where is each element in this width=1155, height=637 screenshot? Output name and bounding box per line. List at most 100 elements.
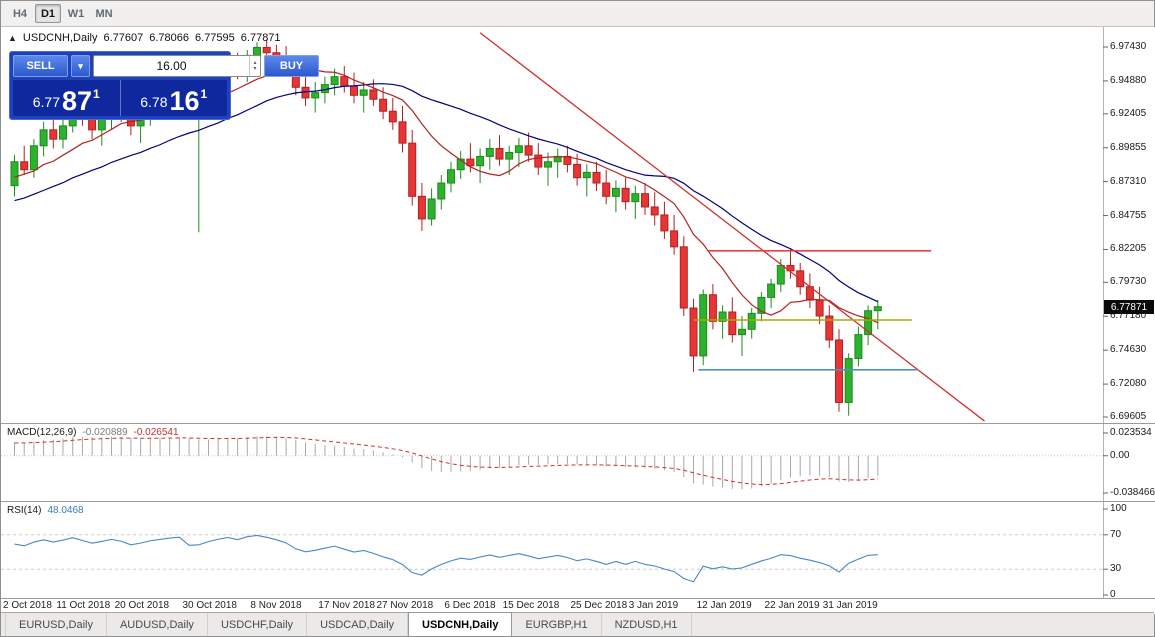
candle-body <box>330 76 339 86</box>
candle-body <box>786 264 795 272</box>
candle-body <box>505 151 514 160</box>
candle-body <box>582 171 591 179</box>
ohlc-close: 6.77871 <box>240 32 281 44</box>
candle-body <box>29 145 38 171</box>
candle-body <box>20 161 29 171</box>
candle-body <box>476 155 485 167</box>
candle-body <box>679 246 688 309</box>
chevron-down-icon: ▾ <box>78 60 83 71</box>
rsi-line <box>14 534 878 583</box>
candle-body <box>573 163 582 179</box>
ma-slow-line <box>14 83 879 303</box>
candle-body <box>815 299 824 317</box>
candle-body <box>417 195 426 220</box>
candle-body <box>670 230 679 248</box>
candle-body <box>728 311 737 336</box>
candle-body <box>747 312 756 330</box>
candle-body <box>650 206 659 216</box>
candle-body <box>738 328 746 336</box>
candle-body <box>427 198 436 220</box>
candle-body <box>262 46 271 54</box>
macd-main-value: -0.020889 <box>82 427 128 438</box>
volume-spinner[interactable]: ▴ ▾ <box>249 56 260 76</box>
volume-input[interactable] <box>94 56 249 76</box>
candle-body <box>408 142 417 197</box>
candle-body <box>592 171 601 184</box>
candle-body <box>689 307 698 357</box>
spinner-up-icon: ▴ <box>253 60 257 66</box>
candle-body <box>447 169 455 184</box>
candle-body <box>350 85 358 96</box>
timeframe-button-w1[interactable]: W1 <box>67 7 85 20</box>
candle-body <box>825 315 834 341</box>
macd-label: MACD(12,26,9) -0.020889 -0.026541 <box>7 427 179 438</box>
sell-price-big: 87 <box>62 86 93 117</box>
rsi-value: 48.0468 <box>47 505 84 516</box>
sell-button[interactable]: SELL <box>13 55 68 77</box>
candle-body <box>49 129 58 140</box>
candle-body <box>844 358 853 403</box>
timeframe-button-mn[interactable]: MN <box>95 7 113 20</box>
trade-options-dropdown[interactable]: ▾ <box>71 55 90 77</box>
chart-tabbar: EURUSD,Daily AUDUSD,Daily USDCHF,Daily USDC… <box>1 612 1154 636</box>
candle-body <box>340 76 349 87</box>
timeframe-button-h4[interactable]: H4 <box>12 7 28 20</box>
candle-body <box>611 187 620 197</box>
candle-body <box>767 283 776 298</box>
candle-body <box>534 154 543 168</box>
trade-panel-collapse-icon[interactable]: ▲ <box>8 33 17 43</box>
candle-body <box>864 310 873 336</box>
candle-body <box>485 147 494 157</box>
macd-name: MACD(12,26,9) <box>7 427 77 438</box>
candle-body <box>708 294 717 322</box>
candle-body <box>757 296 766 314</box>
timeframe-button-d1[interactable]: D1 <box>35 4 61 23</box>
sell-price-main: 6.77 <box>32 94 60 110</box>
candle-body <box>398 121 407 144</box>
buy-price-main: 6.78 <box>140 94 168 110</box>
tab-eurgbp-h1[interactable]: EURGBP,H1 <box>512 613 602 636</box>
candle-body <box>776 264 785 285</box>
tab-usdcad-daily[interactable]: USDCAD,Daily <box>307 613 409 636</box>
candle-body <box>854 334 863 360</box>
candle-body <box>641 193 649 208</box>
timeframe-toolbar: H4 D1 W1 MN <box>1 1 1154 27</box>
rsi-label: RSI(14) 48.0468 <box>7 505 84 516</box>
ohlc-low: 6.77595 <box>195 32 235 44</box>
candle-body <box>660 214 669 232</box>
candle-body <box>456 158 465 171</box>
macd-panel <box>1 436 1103 490</box>
tab-audusd-daily[interactable]: AUDUSD,Daily <box>107 613 208 636</box>
spinner-down-icon: ▾ <box>253 66 257 72</box>
candle-body <box>631 193 640 203</box>
sell-price[interactable]: 6.77 87 1 <box>13 80 120 116</box>
candle-body <box>39 129 48 147</box>
candle-body <box>379 98 388 112</box>
candle-body <box>514 145 523 153</box>
tab-usdchf-daily[interactable]: USDCHF,Daily <box>208 613 308 636</box>
candle-body <box>10 161 19 187</box>
buy-price-sup: 1 <box>200 87 208 101</box>
tab-usdcnh-daily[interactable]: USDCNH,Daily <box>408 612 513 636</box>
macd-signal-line <box>14 436 878 486</box>
candle-body <box>97 118 106 131</box>
volume-field: ▴▾ <box>93 55 261 77</box>
chart-header: ▲ USDCNH,Daily 6.77607 6.78066 6.77595 6… <box>8 32 281 44</box>
tab-eurusd-daily[interactable]: EURUSD,Daily <box>5 613 107 636</box>
descending-trendline[interactable] <box>479 32 985 422</box>
ohlc-high: 6.78066 <box>149 32 190 44</box>
candle-body <box>437 182 446 200</box>
tab-nzdusd-h1[interactable]: NZDUSD,H1 <box>602 613 692 636</box>
sell-price-sup: 1 <box>93 87 100 101</box>
buy-button[interactable]: BUY <box>264 55 319 77</box>
candle-body <box>544 161 552 168</box>
candle-body <box>359 89 368 96</box>
candle-body <box>59 125 67 140</box>
macd-signal-value: -0.026541 <box>133 427 179 438</box>
rsi-name: RSI(14) <box>7 505 42 516</box>
buy-price[interactable]: 6.78 16 1 <box>119 80 228 116</box>
candle-body <box>873 306 882 312</box>
rsi-panel <box>1 534 1103 583</box>
